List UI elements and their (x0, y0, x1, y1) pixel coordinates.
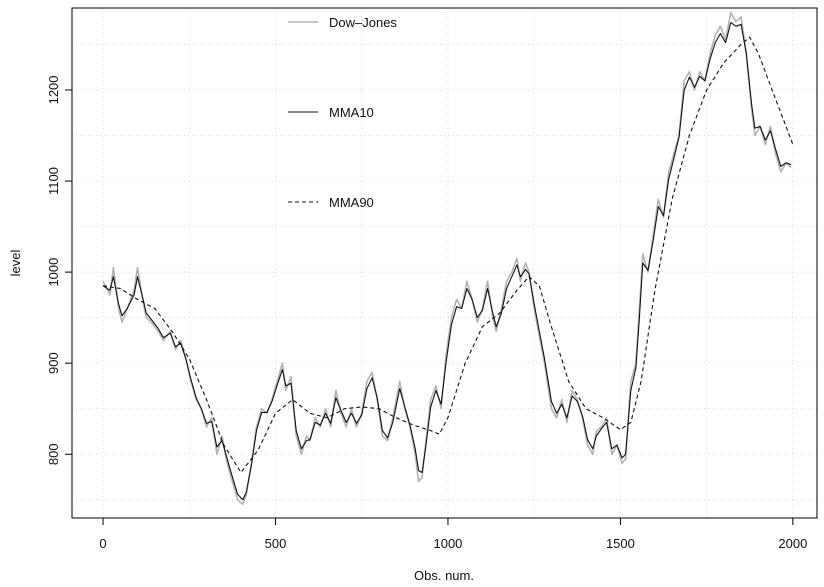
series-line-dow-jones (102, 11, 792, 506)
plot-frame (71, 7, 818, 519)
y-axis-title: level (8, 250, 23, 277)
legend-label: Dow–Jones (329, 15, 397, 30)
x-axis: 0 500 1000 1500 2000 (99, 517, 807, 551)
legend: Dow–Jones MMA10 MMA90 (288, 15, 397, 210)
x-axis-title: Obs. num. (414, 568, 474, 583)
y-tick-label: 900 (46, 352, 61, 374)
x-tick-label: 2000 (778, 536, 807, 551)
y-tick-label: 1000 (46, 258, 61, 287)
legend-label: MMA10 (329, 105, 374, 120)
y-tick-label: 1200 (46, 76, 61, 105)
y-tick-label: 1100 (46, 167, 61, 195)
x-tick-label: 500 (265, 536, 287, 551)
x-tick-label: 1000 (433, 536, 462, 551)
y-tick-label: 800 (46, 443, 61, 465)
y-axis: 800 900 1000 1100 1200 (46, 76, 73, 465)
series-line-mma90 (102, 36, 794, 474)
legend-label: MMA90 (329, 195, 374, 210)
series-line-mma10 (102, 22, 792, 501)
x-tick-label: 0 (99, 536, 106, 551)
series-layer (102, 11, 794, 506)
x-tick-label: 1500 (606, 536, 635, 551)
grid (72, 8, 817, 518)
